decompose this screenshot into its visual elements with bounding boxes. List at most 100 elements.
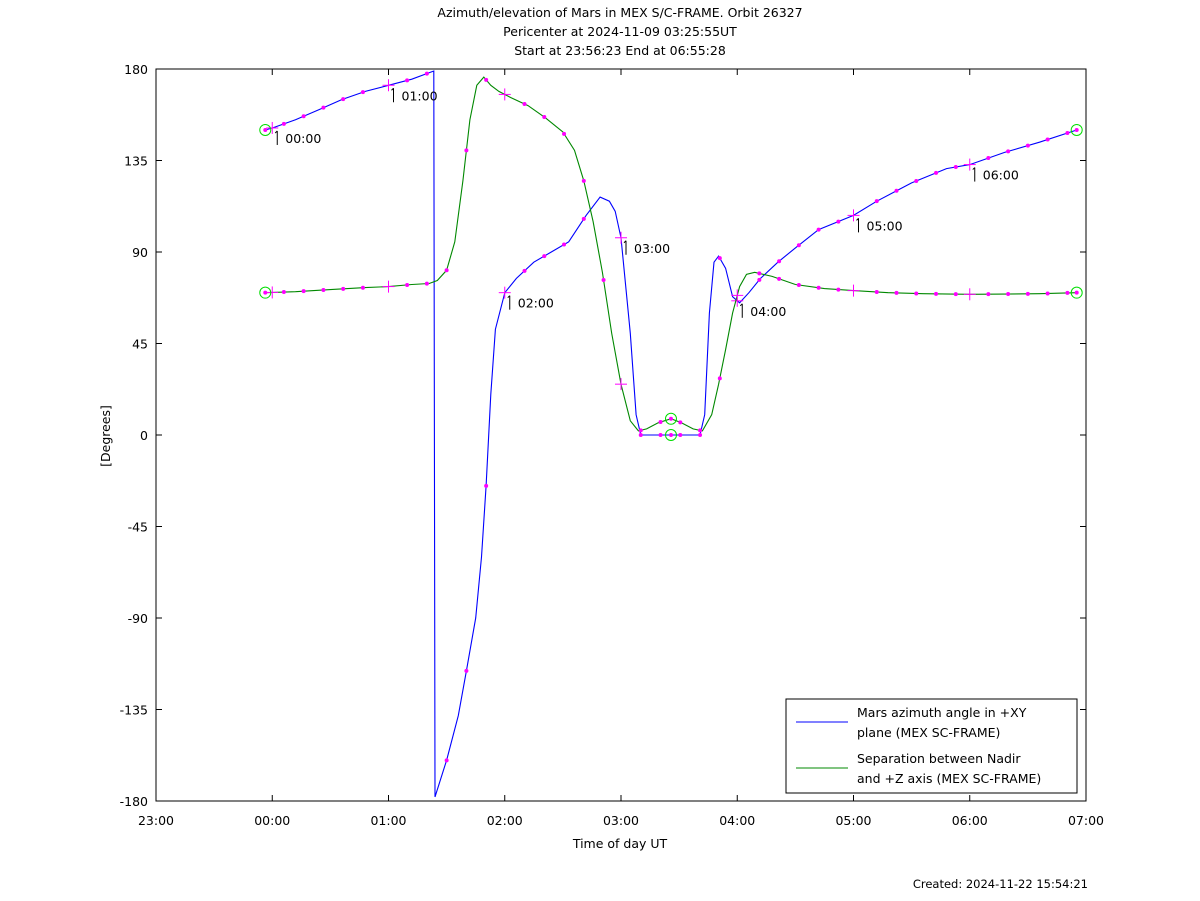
x-tick-label: 03:00 [603,813,639,828]
data-point-marker [816,285,821,290]
y-tick-label: 45 [132,337,148,352]
data-point-marker [360,285,365,290]
data-point-marker [281,290,286,295]
legend: Mars azimuth angle in +XY plane (MEX SC-F… [785,698,1078,794]
data-point-marker [777,259,782,264]
data-point-marker [836,287,841,292]
data-point-marker [953,292,958,297]
data-point-marker [360,90,365,95]
y-tick-label: 0 [140,428,148,443]
hour-label-pointer [623,240,627,244]
data-point-marker [698,433,703,437]
hour-label: 03:00 [634,241,670,256]
data-point-marker [953,165,958,170]
endpoint-marker [259,124,272,136]
data-point-marker [986,292,991,297]
data-point-marker [658,420,663,425]
legend-label: plane (MEX SC-FRAME) [857,725,1000,740]
data-point-marker [874,199,879,204]
endpoint-marker [259,286,272,299]
data-point-marker [581,216,586,221]
title-line-2: Pericenter at 2024-11-09 03:25:55UT [503,24,737,39]
data-point-marker [301,289,306,294]
data-point-marker [894,290,899,295]
hour-label-pointer [507,295,511,299]
y-tick-label: -180 [120,794,148,809]
data-point-marker [836,219,841,224]
chart-title: Azimuth/elevation of Mars in MEX S/C-FRA… [437,5,802,58]
legend-label: Mars azimuth angle in +XY [857,705,1027,720]
x-tick-label: 04:00 [719,813,755,828]
data-point-marker [424,281,429,286]
data-point-marker [484,77,489,82]
x-tick-label: 06:00 [952,813,988,828]
data-point-marker [1045,291,1050,296]
title-line-3: Start at 23:56:23 End at 06:55:28 [514,43,726,58]
endpoint-dot [263,290,268,295]
hour-label-pointer [739,303,743,307]
data-point-marker [581,178,586,183]
y-tick-label: 135 [124,154,148,169]
x-tick-label: 07:00 [1068,813,1104,828]
data-point-marker [678,433,683,437]
legend-box [785,698,1078,794]
endpoint-marker [1070,286,1083,299]
hour-label: 02:00 [518,296,554,311]
x-axis: 23:00 00:00 01:00 02:00 03:00 04:00 05:00 06:00… [138,69,1104,828]
data-point-marker [405,282,410,287]
data-point-marker [796,283,801,288]
data-point-marker [562,242,567,247]
endpoint-marker [1070,124,1083,136]
hour-label: 05:00 [867,218,903,233]
x-tick-label: 00:00 [254,813,290,828]
series-1: 00:00 01:00 02:00 03:00 04:00 05:00 06:00 [259,70,1083,798]
data-point-marker [341,286,346,291]
legend-label: and +Z axis (MEX SC-FRAME) [857,771,1041,786]
y-axis: 180 135 90 45 0 -45 -90 -135 -180 [120,62,1086,809]
x-tick-label: 05:00 [835,813,871,828]
hour-label: 04:00 [750,304,786,319]
y-tick-label: -45 [128,520,148,535]
x-tick-label: 02:00 [487,813,523,828]
data-point-marker [562,131,567,136]
x-tick-label: 23:00 [138,813,174,828]
data-point-marker [717,376,722,381]
hour-label: 00:00 [285,131,321,146]
data-point-marker [796,243,801,248]
hour-label: 01:00 [402,88,438,103]
legend-items: Mars azimuth angle in +XY plane (MEX SC-F… [796,705,1041,786]
y-tick-label: 180 [124,62,148,77]
endpoint-dot [1074,290,1079,295]
title-line-1: Azimuth/elevation of Mars in MEX S/C-FRA… [437,5,802,20]
y-tick-label: -135 [120,703,148,718]
data-point-marker [914,291,919,296]
data-point-marker [658,433,663,437]
hour-label-pointer [856,218,859,221]
data-point-marker [1065,290,1070,295]
data-point-marker [1006,149,1011,154]
endpoint-dot [668,416,673,421]
data-point-marker [542,114,547,119]
data-point-marker [1045,137,1050,142]
data-point-marker [405,78,410,83]
data-point-marker [914,178,919,183]
data-point-marker [301,114,306,119]
hour-label-pointer [391,87,394,91]
y-tick-label: -90 [128,611,148,626]
x-tick-label: 01:00 [370,813,406,828]
data-point-marker [444,758,449,763]
data-point-marker [698,428,703,433]
data-point-marker [757,271,762,276]
data-point-marker [894,188,899,193]
hour-label: 06:00 [983,168,1019,183]
data-point-marker [874,289,879,294]
data-point-marker [601,277,606,282]
data-point-marker [638,428,643,433]
legend-label: Separation between Nadir [857,751,1021,766]
y-axis-label: [Degrees] [98,405,113,467]
hour-label-pointer [972,167,976,170]
endpoint-marker [664,429,677,441]
data-point-marker [777,276,782,281]
endpoint-dot [1074,128,1079,132]
